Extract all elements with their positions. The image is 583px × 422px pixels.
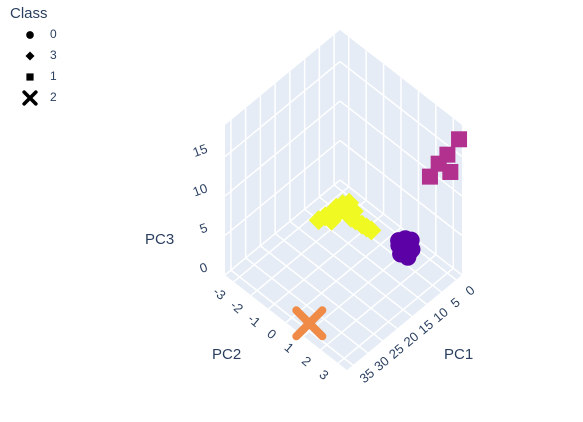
x-axis-title: PC1	[444, 346, 473, 363]
x-tick-label: 25	[386, 341, 407, 362]
series	[292, 306, 327, 341]
y-tick-label: 0	[264, 326, 279, 342]
z-tick-label: 15	[191, 141, 210, 160]
legend-title: Class	[10, 5, 48, 22]
legend-item: 2	[22, 90, 57, 106]
legend-label: 2	[50, 90, 57, 104]
x-tick-label: 15	[415, 317, 436, 338]
z-tick-label: 0	[198, 259, 210, 276]
z-grid-line	[224, 100, 341, 197]
point	[292, 306, 327, 341]
legend-item: 3	[25, 48, 57, 62]
x-tick-label: 30	[371, 353, 392, 374]
x-tick-label: 10	[430, 304, 451, 325]
z-grid-line	[339, 60, 463, 158]
legend-item: 0	[26, 27, 57, 41]
y-grid-line	[285, 226, 402, 324]
point	[326, 197, 347, 218]
legend-marker	[22, 90, 38, 106]
point	[361, 220, 382, 241]
wall-left	[225, 30, 340, 275]
z-grid-line	[339, 139, 463, 237]
y-tick-label: 1	[282, 340, 297, 356]
point	[390, 237, 408, 255]
y-grid-line	[320, 254, 437, 351]
y-tick-label: 3	[316, 367, 331, 383]
z-grid-line	[224, 61, 341, 158]
y-tick-label: 2	[299, 353, 314, 369]
legend-marker	[25, 51, 35, 61]
z-grid-line	[339, 179, 463, 276]
x-tick-label: 0	[462, 282, 477, 298]
z-tick-label: 5	[198, 220, 210, 237]
z-grid-line	[224, 139, 341, 237]
point	[343, 201, 364, 222]
legend-label: 3	[50, 48, 57, 62]
z-axis-title: PC3	[145, 231, 174, 248]
z-grid-line	[224, 179, 341, 276]
y-grid-line	[337, 267, 454, 364]
legend-item: 1	[26, 69, 57, 83]
y-tick-label: -3	[210, 284, 228, 303]
x-tick-label: 20	[401, 329, 422, 350]
point	[421, 168, 438, 185]
x-tick-label: 5	[448, 295, 463, 311]
point	[442, 163, 459, 180]
y-axis-title: PC2	[212, 346, 241, 363]
legend-label: 1	[50, 69, 57, 83]
legend-marker	[26, 31, 34, 39]
legend-marker	[26, 73, 34, 81]
series	[308, 192, 382, 241]
point	[451, 131, 468, 148]
series	[390, 230, 421, 266]
y-tick-label: -1	[245, 311, 263, 330]
y-tick-label: -2	[228, 297, 246, 316]
y-grid-line	[233, 186, 350, 283]
x-tick-label: 35	[356, 365, 377, 386]
z-tick-label: 10	[191, 180, 210, 199]
z-grid-line	[339, 100, 463, 197]
series	[421, 131, 468, 185]
legend-label: 0	[50, 27, 57, 41]
